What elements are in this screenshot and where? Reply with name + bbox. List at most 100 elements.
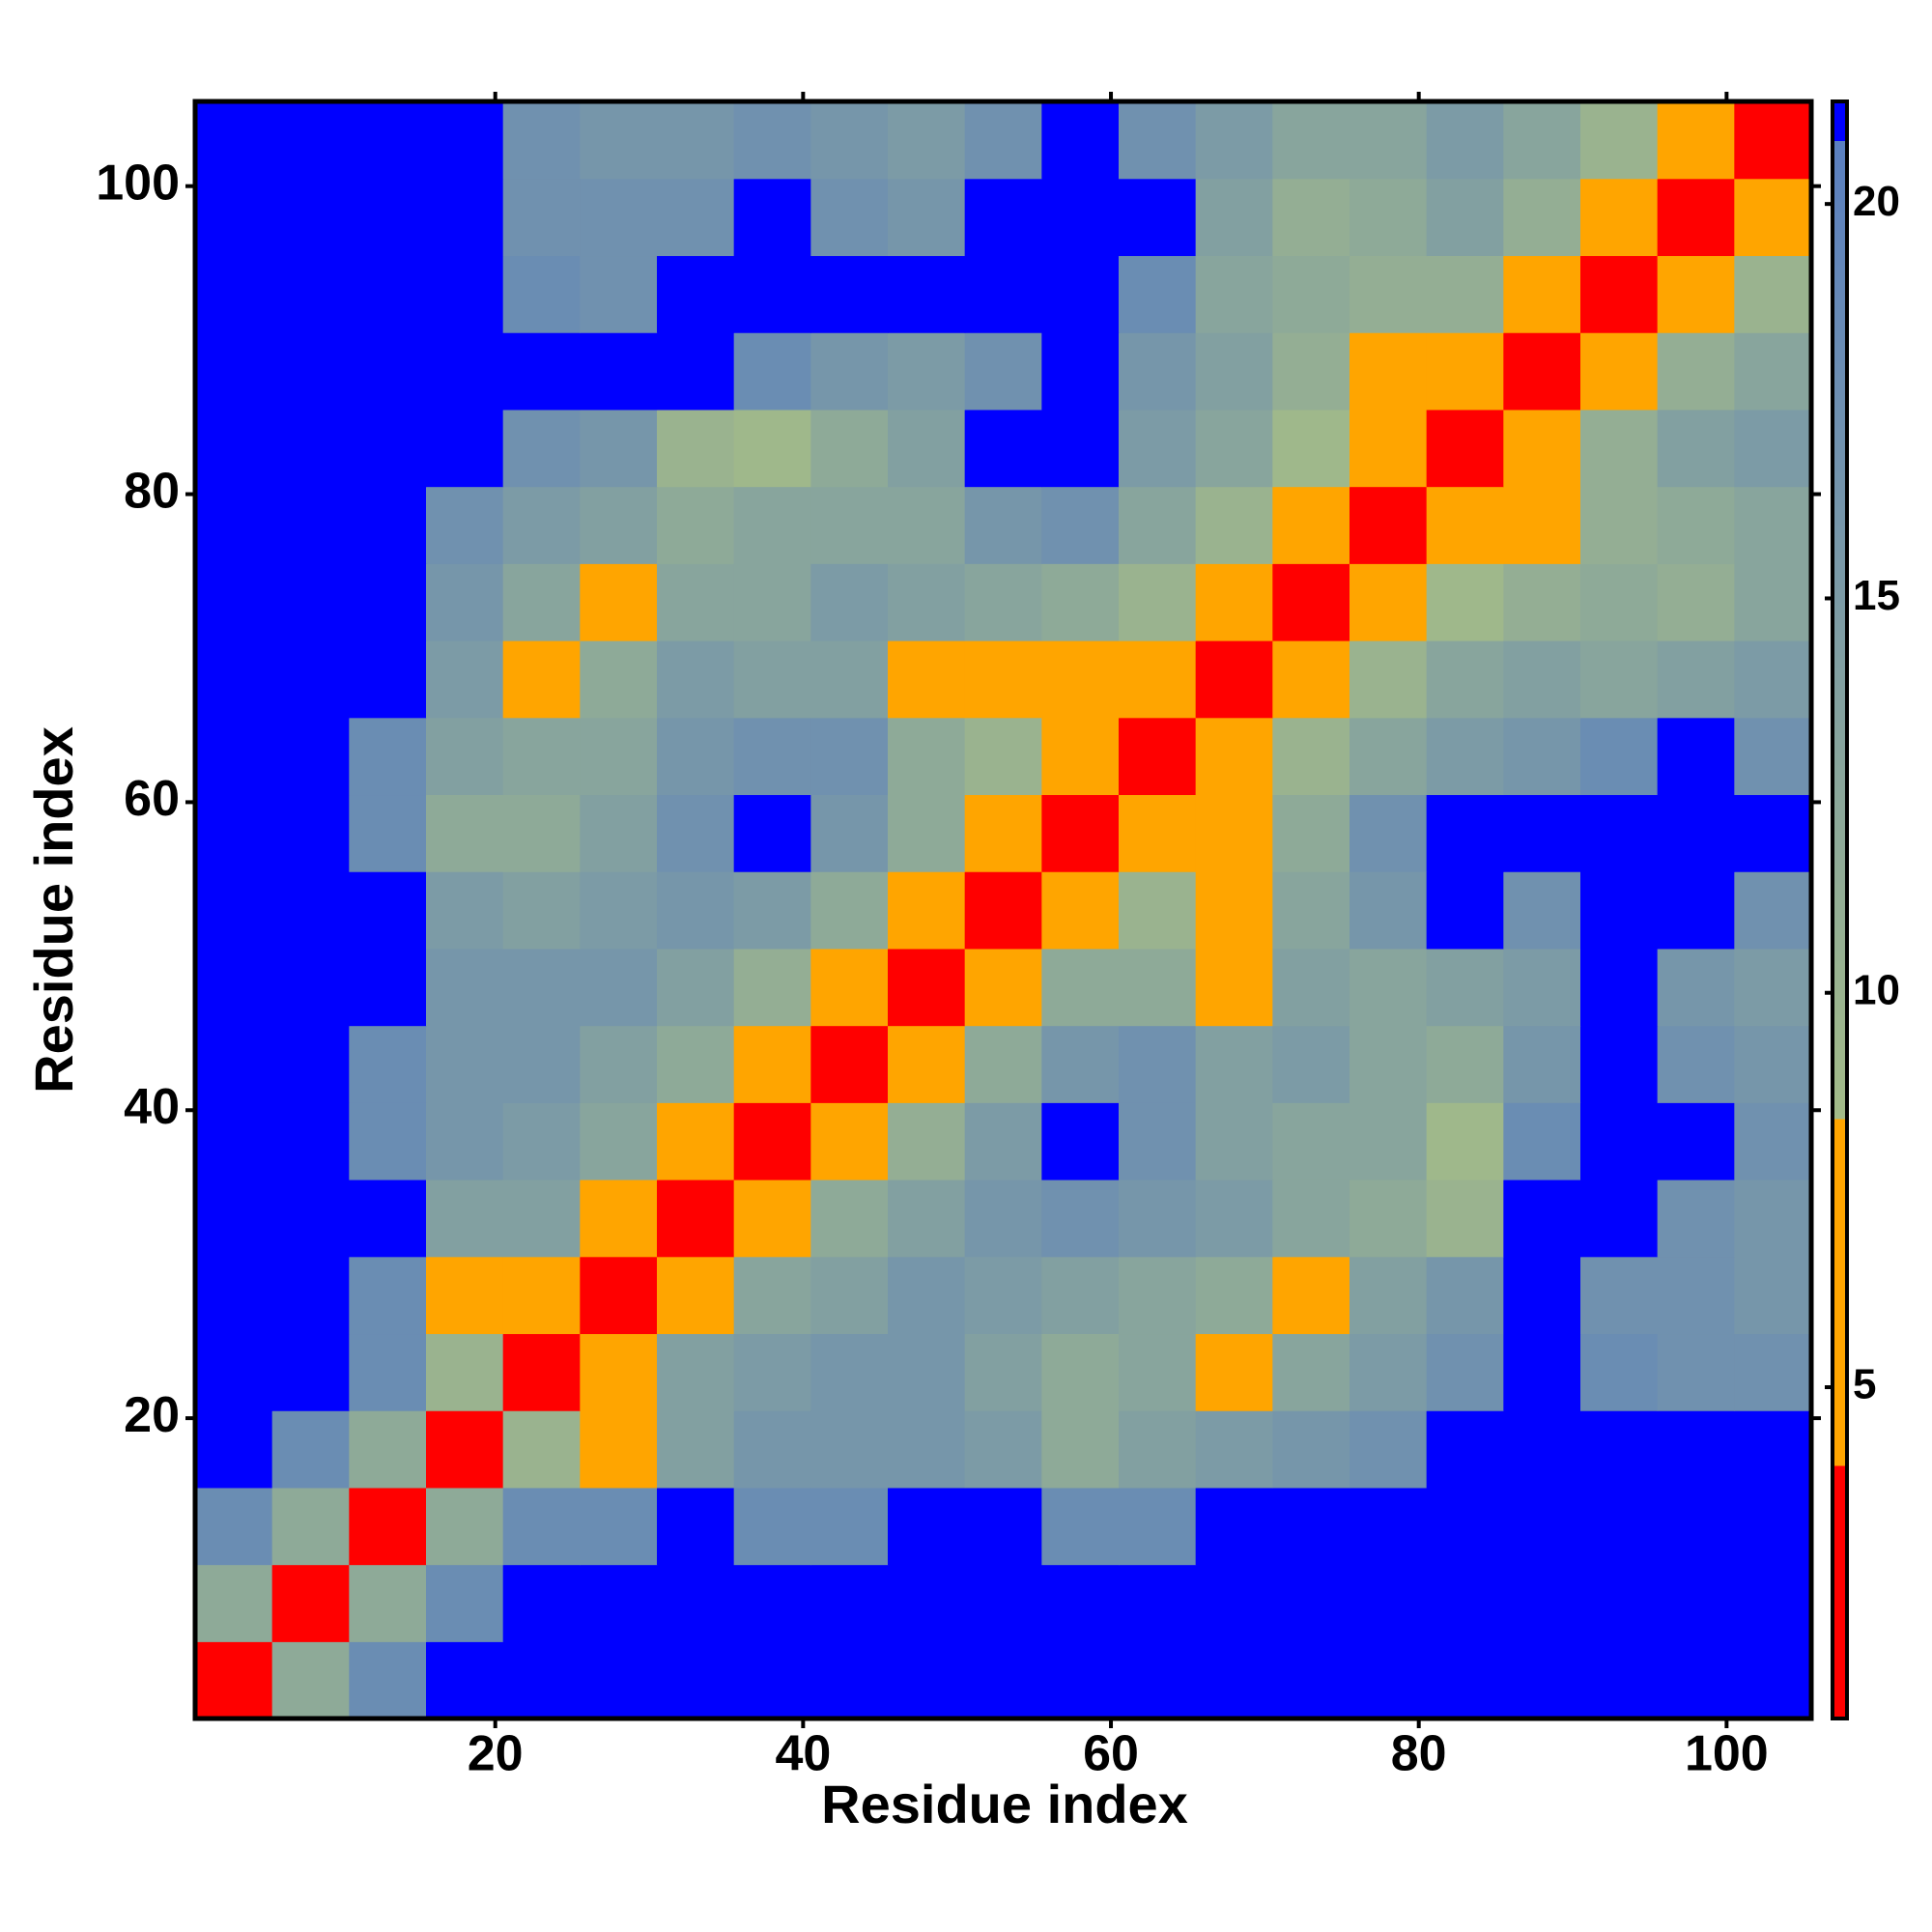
heatmap-cell — [1195, 1564, 1273, 1642]
heatmap-cell — [733, 1102, 811, 1180]
heatmap-cell — [502, 1025, 581, 1103]
heatmap-cell — [810, 1333, 889, 1411]
heatmap-cell — [1426, 486, 1504, 564]
heatmap-cell — [1195, 640, 1273, 719]
heatmap-cell — [888, 1410, 966, 1489]
heatmap-cell — [1580, 640, 1659, 719]
heatmap-cell — [810, 871, 889, 950]
heatmap-cell — [1657, 1487, 1735, 1566]
heatmap-cell — [426, 1410, 504, 1489]
heatmap-cell — [502, 1487, 581, 1566]
heatmap-cell — [888, 1333, 966, 1411]
heatmap-cell — [1426, 332, 1504, 411]
heatmap-cell — [1426, 1333, 1504, 1411]
heatmap-cell — [349, 1256, 427, 1335]
heatmap-cell — [349, 486, 427, 564]
heatmap-cell — [657, 101, 735, 180]
heatmap-cell — [1657, 101, 1735, 180]
heatmap-cell — [271, 1025, 350, 1103]
heatmap-cell — [349, 1025, 427, 1103]
heatmap-cell — [195, 1102, 273, 1180]
heatmap-cell — [502, 178, 581, 257]
heatmap-cell — [1350, 1025, 1428, 1103]
heatmap-cell — [810, 332, 889, 411]
heatmap-cell — [1503, 1333, 1581, 1411]
heatmap-cell — [1426, 1564, 1504, 1642]
heatmap-cell — [1119, 948, 1197, 1027]
heatmap-cell — [271, 1487, 350, 1566]
heatmap-cell — [888, 1641, 966, 1719]
heatmap-cell — [810, 1102, 889, 1180]
heatmap-cell — [657, 1410, 735, 1489]
heatmap-cell — [1041, 101, 1120, 180]
heatmap-cell — [1350, 563, 1428, 641]
heatmap-cell — [657, 948, 735, 1027]
heatmap-cell — [657, 486, 735, 564]
heatmap-cell — [657, 1333, 735, 1411]
heatmap-cell — [580, 1102, 658, 1180]
heatmap-cell — [1426, 1641, 1504, 1719]
heatmap-cell — [1503, 255, 1581, 333]
heatmap-cell — [271, 101, 350, 180]
heatmap-cell — [733, 486, 811, 564]
heatmap-cell — [580, 1564, 658, 1642]
heatmap-cell — [1657, 794, 1735, 872]
heatmap-cell — [1580, 948, 1659, 1027]
heatmap-cell — [888, 1487, 966, 1566]
heatmap-cell — [1580, 794, 1659, 872]
heatmap-cell — [810, 948, 889, 1027]
heatmap-cell — [195, 1333, 273, 1411]
heatmap-cell — [502, 332, 581, 411]
heatmap-cell — [580, 1256, 658, 1335]
heatmap-cell — [195, 717, 273, 796]
heatmap-cell — [810, 1025, 889, 1103]
heatmap-cell — [1119, 563, 1197, 641]
heatmap-cell — [502, 1179, 581, 1258]
heatmap-cell — [1503, 1564, 1581, 1642]
heatmap-cell — [964, 101, 1042, 180]
heatmap-cell — [888, 717, 966, 796]
heatmap-cell — [1734, 409, 1812, 488]
heatmap-cell — [271, 1179, 350, 1258]
heatmap-cell — [733, 178, 811, 257]
heatmap-cell — [1503, 409, 1581, 488]
x-axis-title: Residue index — [821, 1774, 1188, 1834]
heatmap-cell — [1272, 563, 1350, 641]
heatmap-cell — [1041, 1102, 1120, 1180]
y-tick-label: 40 — [124, 1079, 180, 1135]
heatmap-cell — [810, 1487, 889, 1566]
heatmap-cell — [580, 871, 658, 950]
heatmap-cell — [1272, 1102, 1350, 1180]
heatmap-cell — [1503, 1641, 1581, 1719]
heatmap-cell — [1734, 563, 1812, 641]
heatmap-cell — [1426, 1025, 1504, 1103]
heatmap-cell — [1657, 563, 1735, 641]
heatmap-cell — [426, 1256, 504, 1335]
heatmap-cell — [1195, 1025, 1273, 1103]
heatmap-cell — [502, 717, 581, 796]
heatmap-cell — [349, 1333, 427, 1411]
heatmap-cell — [1119, 717, 1197, 796]
heatmap-cell — [426, 1025, 504, 1103]
heatmap-cell — [1119, 1410, 1197, 1489]
heatmap-cell — [271, 717, 350, 796]
heatmap-cell — [733, 794, 811, 872]
heatmap-cell — [810, 1564, 889, 1642]
heatmap-cell — [1195, 1410, 1273, 1489]
heatmap-cell — [810, 409, 889, 488]
heatmap-cell — [426, 1487, 504, 1566]
heatmap-cell — [1734, 871, 1812, 950]
heatmap-cell — [1503, 1025, 1581, 1103]
heatmap-cell — [349, 1102, 427, 1180]
heatmap-cell — [1350, 101, 1428, 180]
heatmap-cell — [1657, 1179, 1735, 1258]
heatmap-cell — [1734, 1333, 1812, 1411]
heatmap-cell — [1119, 1102, 1197, 1180]
heatmap-cell — [271, 409, 350, 488]
heatmap-cell — [1580, 486, 1659, 564]
heatmap-cell — [888, 563, 966, 641]
heatmap-cell — [1350, 948, 1428, 1027]
heatmap-cell — [964, 1179, 1042, 1258]
heatmap-cell — [1657, 486, 1735, 564]
heatmap-cell — [195, 948, 273, 1027]
